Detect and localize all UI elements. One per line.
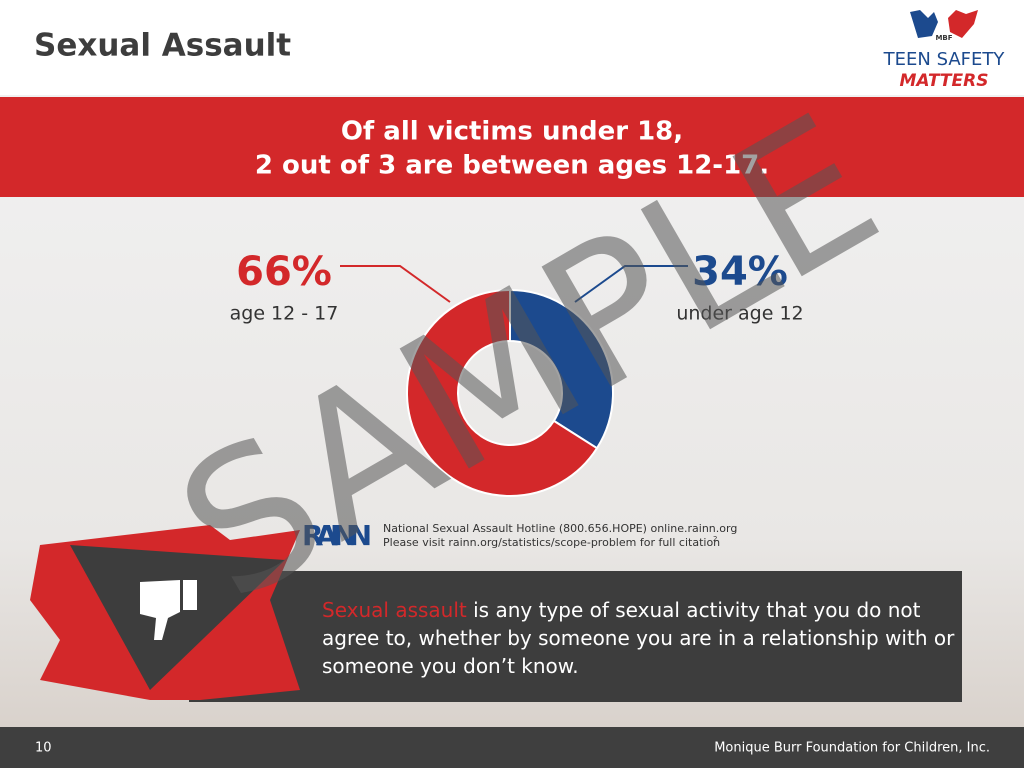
- header-bar: [0, 0, 1024, 95]
- citation: National Sexual Assault Hotline (800.656…: [383, 522, 737, 535]
- citation-note: 2: [713, 535, 717, 543]
- banner: [0, 97, 1024, 197]
- donut-slice: [509, 288, 614, 450]
- citation: Please visit rainn.org/statistics/scope-…: [383, 536, 720, 549]
- footer-org: Monique Burr Foundation for Children, In…: [714, 741, 990, 756]
- category-label: age 12 - 17: [230, 303, 339, 325]
- logo-line: MATTERS: [900, 71, 989, 91]
- donut-chart: 66% age 12 - 17 34% under age 12: [230, 249, 804, 497]
- banner-text: 2 out of 3 are between ages 12-17.: [255, 151, 769, 181]
- definition-box: [189, 571, 962, 702]
- donut-slice: [406, 288, 599, 497]
- definition: Sexual assault is any type of sexual act…: [322, 596, 962, 680]
- logo-hand: [948, 10, 978, 38]
- logo-line: TEEN SAFETY: [883, 49, 1006, 70]
- slide-title: Sexual Assault: [34, 28, 291, 64]
- definition-term: Sexual assault: [322, 598, 467, 622]
- logo-hand: [910, 10, 938, 38]
- leader-line: [574, 265, 688, 303]
- value-label: 34%: [692, 249, 788, 295]
- thumbs-down-icon: [140, 580, 197, 640]
- logo: MBF TEEN SAFETY MATTERS: [883, 10, 1006, 91]
- leader-line: [340, 265, 451, 303]
- value-label: 66%: [236, 249, 332, 295]
- rainn-logo: RAINN: [302, 519, 372, 552]
- definition-text: is any type of sexual activity that you …: [322, 598, 955, 678]
- banner-text: Of all victims under 18,: [341, 117, 683, 147]
- triangle: [70, 545, 285, 690]
- footer-bar: [0, 727, 1024, 768]
- page-number: 10: [35, 741, 52, 756]
- logo-initials: MBF: [935, 34, 952, 42]
- category-label: under age 12: [676, 303, 803, 325]
